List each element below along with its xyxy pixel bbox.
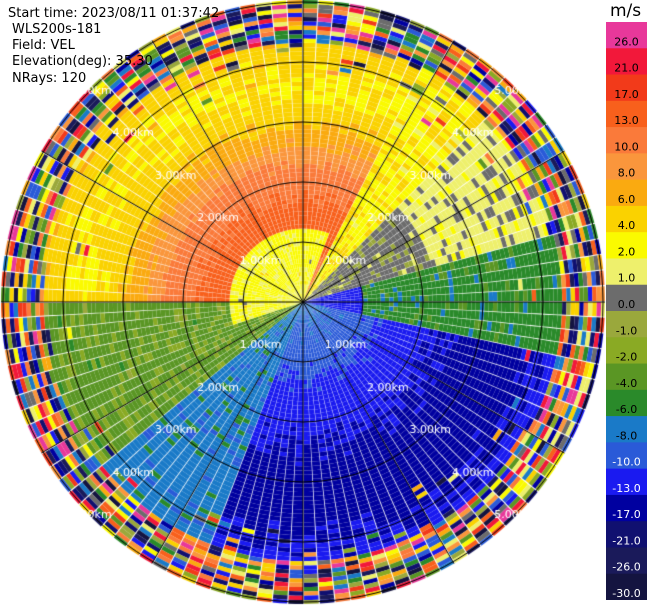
colorbar-tick-label: -21.0 [612, 534, 640, 547]
colorbar-bin [606, 521, 647, 548]
colorbar-bin [606, 416, 647, 443]
nrays-label: NRays: 120 [12, 71, 87, 86]
colorbar-bin [606, 258, 647, 286]
colorbar-tick-label: -30.0 [612, 587, 640, 600]
colorbar-bin [606, 74, 647, 102]
colorbar-tick-label: 21.0 [614, 62, 639, 75]
colorbar-tick-label: 0.0 [618, 298, 636, 311]
colorbar-bin [606, 468, 647, 496]
colorbar-tick-label: 1.0 [618, 272, 636, 285]
colorbar-bin [606, 284, 647, 312]
colorbar-bin [606, 205, 647, 233]
colorbar-tick-label: -6.0 [616, 403, 637, 416]
colorbar-bin [606, 573, 647, 600]
colorbar-tick-label: -13.0 [612, 482, 640, 495]
colorbar-tick-label: 6.0 [618, 193, 636, 206]
colorbar-tick-label: 10.0 [614, 140, 639, 153]
colorbar-bin [606, 494, 647, 522]
colorbar-bin [606, 442, 647, 470]
colorbar-tick-label: -2.0 [616, 351, 637, 364]
colorbar-bin [606, 127, 647, 154]
start-time-label: Start time: 2023/08/11 01:37:42 [8, 6, 220, 21]
colorbar-bin [606, 311, 647, 338]
colorbar-tick-label: 8.0 [618, 167, 636, 180]
colorbar-bin [606, 153, 647, 181]
colorbar-bin [606, 22, 647, 49]
colorbar-tick-label: -4.0 [616, 377, 637, 390]
colorbar-tick-label: 17.0 [614, 88, 639, 101]
colorbar-bin [606, 100, 647, 128]
colorbar-tick-label: -10.0 [612, 456, 640, 469]
colorbar-tick-label: 4.0 [618, 219, 636, 232]
colorbar-unit: m/s [610, 1, 642, 21]
instrument-label: WLS200s-181 [12, 22, 102, 37]
colorbar-tick-label: -1.0 [616, 324, 637, 337]
colorbar-bin [606, 48, 647, 76]
colorbar-tick-label: 13.0 [614, 114, 639, 127]
field-label: Field: VEL [12, 38, 75, 53]
colorbar-bin [606, 179, 647, 207]
colorbar-tick-label: -17.0 [612, 508, 640, 521]
elevation-label: Elevation(deg): 35.30 [12, 54, 153, 69]
colorbar-bin [606, 232, 647, 259]
colorbar-bin [606, 389, 647, 417]
velocity-colorbar: 26.0 21.0 17.0 13.0 10.0 8.0 6.0 4.0 2.0 1.0 0.0 -1… [606, 22, 647, 600]
colorbar-bin [606, 547, 647, 575]
colorbar-tick-label: -26.0 [612, 561, 640, 574]
colorbar-tick-label: 2.0 [618, 245, 636, 258]
colorbar-bin [606, 337, 647, 365]
colorbar-tick-label: 26.0 [614, 35, 639, 48]
colorbar-tick-label: -8.0 [616, 429, 637, 442]
colorbar-bin [606, 363, 647, 391]
